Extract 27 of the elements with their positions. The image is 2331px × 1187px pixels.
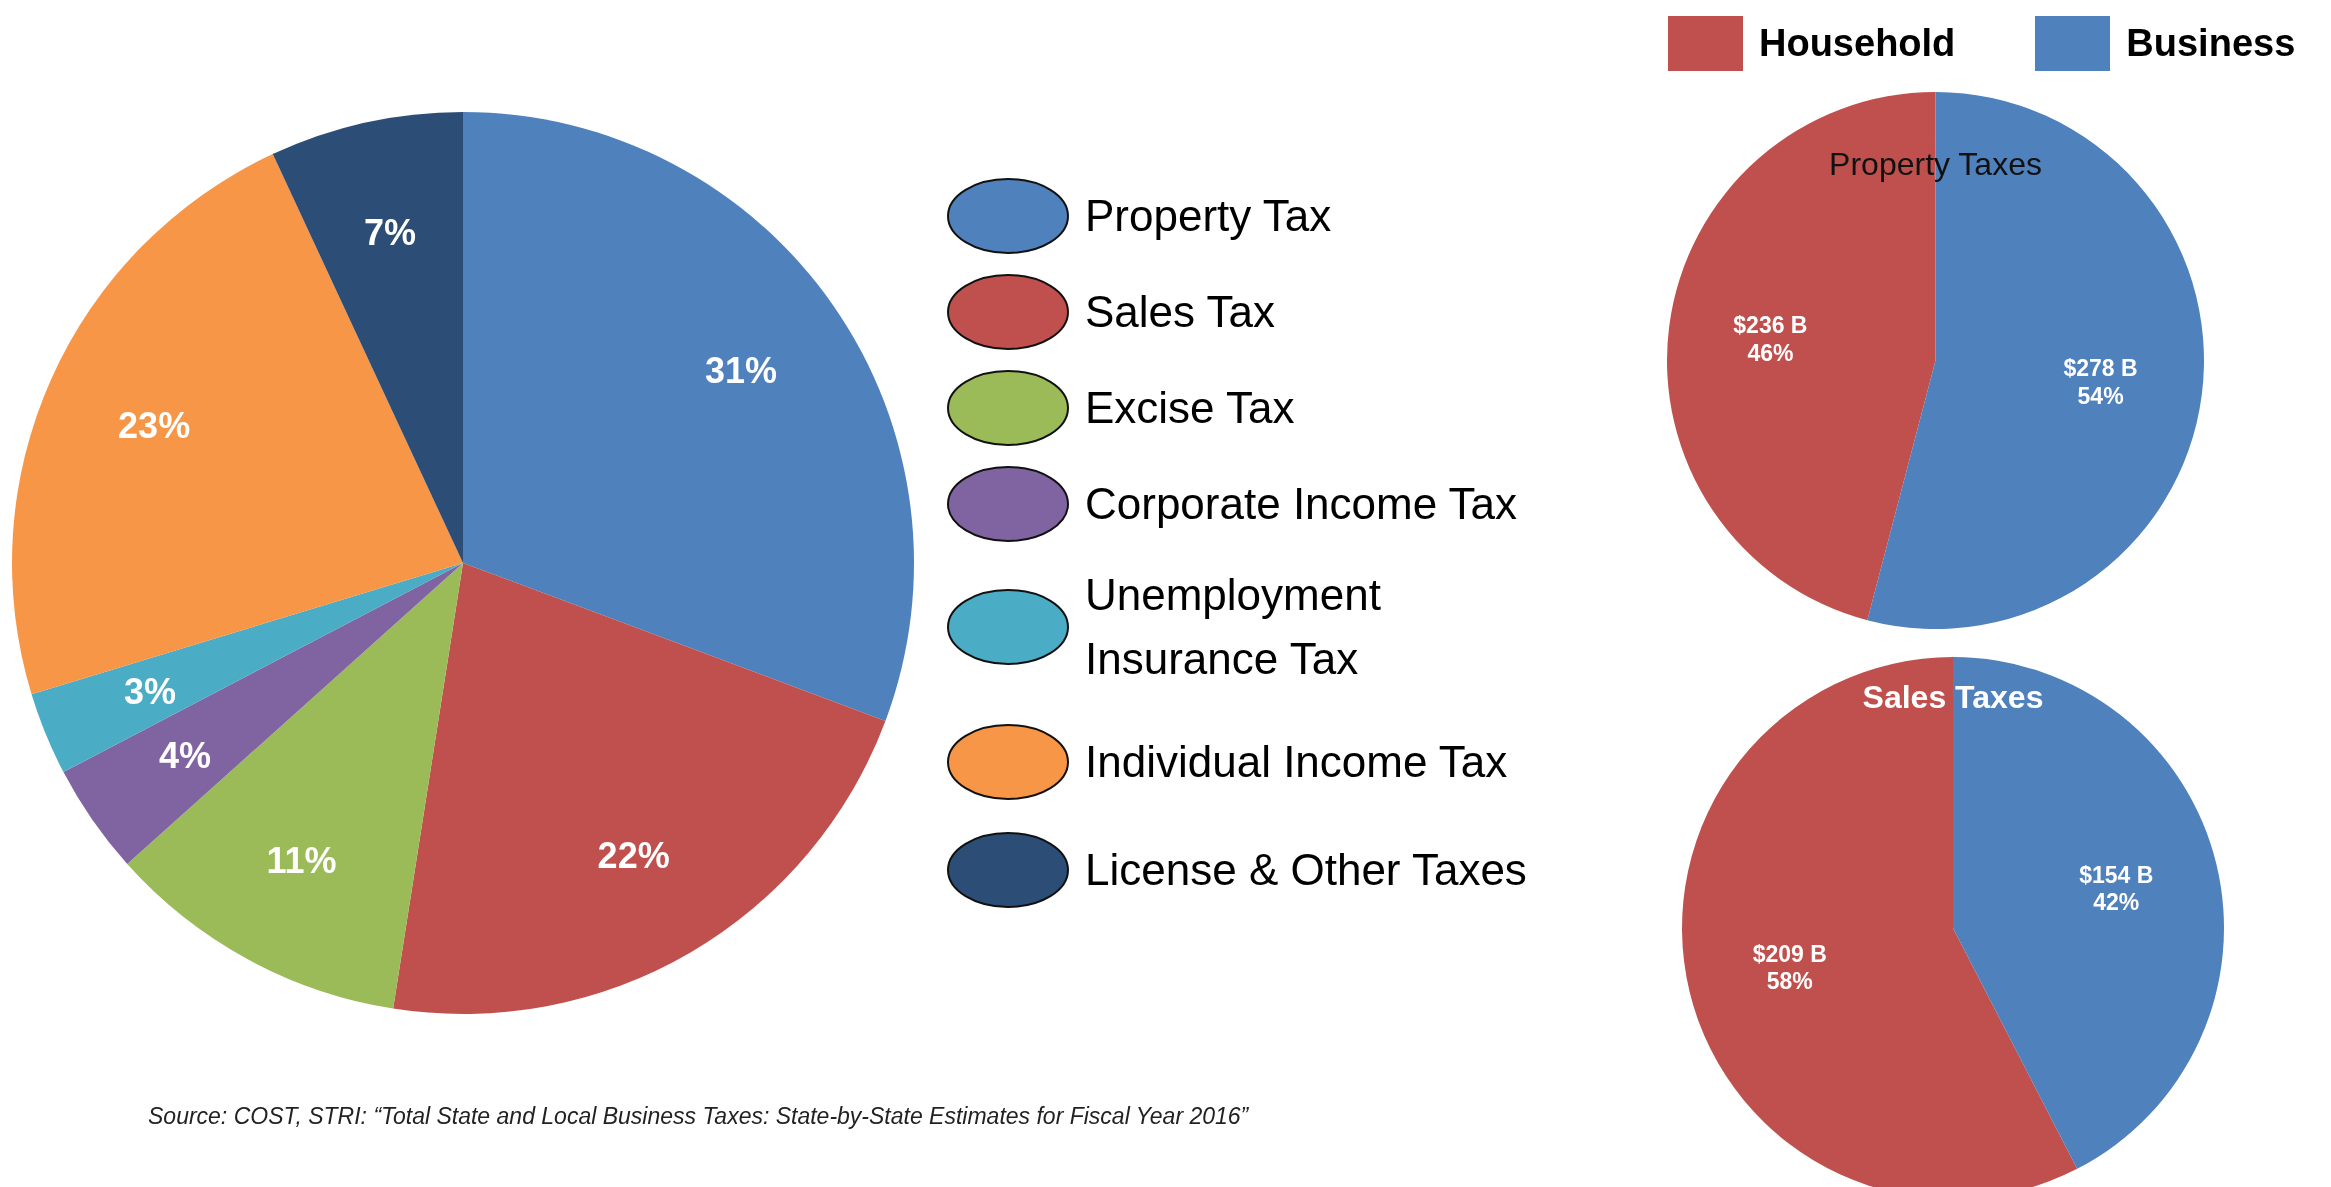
legend-label: Business xyxy=(2126,22,2296,65)
legend-label: Household xyxy=(1759,22,1956,65)
data-label: $154 B 42% xyxy=(2079,861,2154,916)
pie-slice xyxy=(31,563,463,773)
legend-label: Property Tax xyxy=(1085,190,1333,243)
data-label: 23% xyxy=(118,404,191,446)
pie-slice xyxy=(272,112,463,563)
data-label: 22% xyxy=(597,834,670,876)
pie-slice xyxy=(393,563,886,1014)
data-label: 3% xyxy=(123,670,177,712)
legend-label: Sales Tax xyxy=(1085,286,1276,339)
data-label: $236 B 46% xyxy=(1733,312,1808,367)
data-label: 7% xyxy=(363,212,416,254)
data-label: 11% xyxy=(266,839,337,881)
pie-slice xyxy=(127,563,463,1009)
data-label: $278 B 54% xyxy=(2063,355,2138,409)
legend-label: License & Other Taxes xyxy=(1085,844,1528,897)
data-label: 31% xyxy=(704,349,777,391)
legend-label: Individual Income Tax xyxy=(1085,736,1509,789)
legend-label: Unemployment Insurance Tax xyxy=(1085,569,1382,685)
text: Sales Taxes xyxy=(1861,679,2045,716)
data-label: $209 B 58% xyxy=(1752,940,1827,995)
legend-label: Excise Tax xyxy=(1085,382,1296,435)
legend-label: Corporate Income Tax xyxy=(1085,478,1519,531)
pie-slice xyxy=(463,112,914,721)
source-note: Source: COST, STRI: “Total State and Local Business Taxes: State-by-State Estimates for Fiscal Year 2016” xyxy=(148,1103,1249,1130)
data-label: 4% xyxy=(159,735,212,777)
